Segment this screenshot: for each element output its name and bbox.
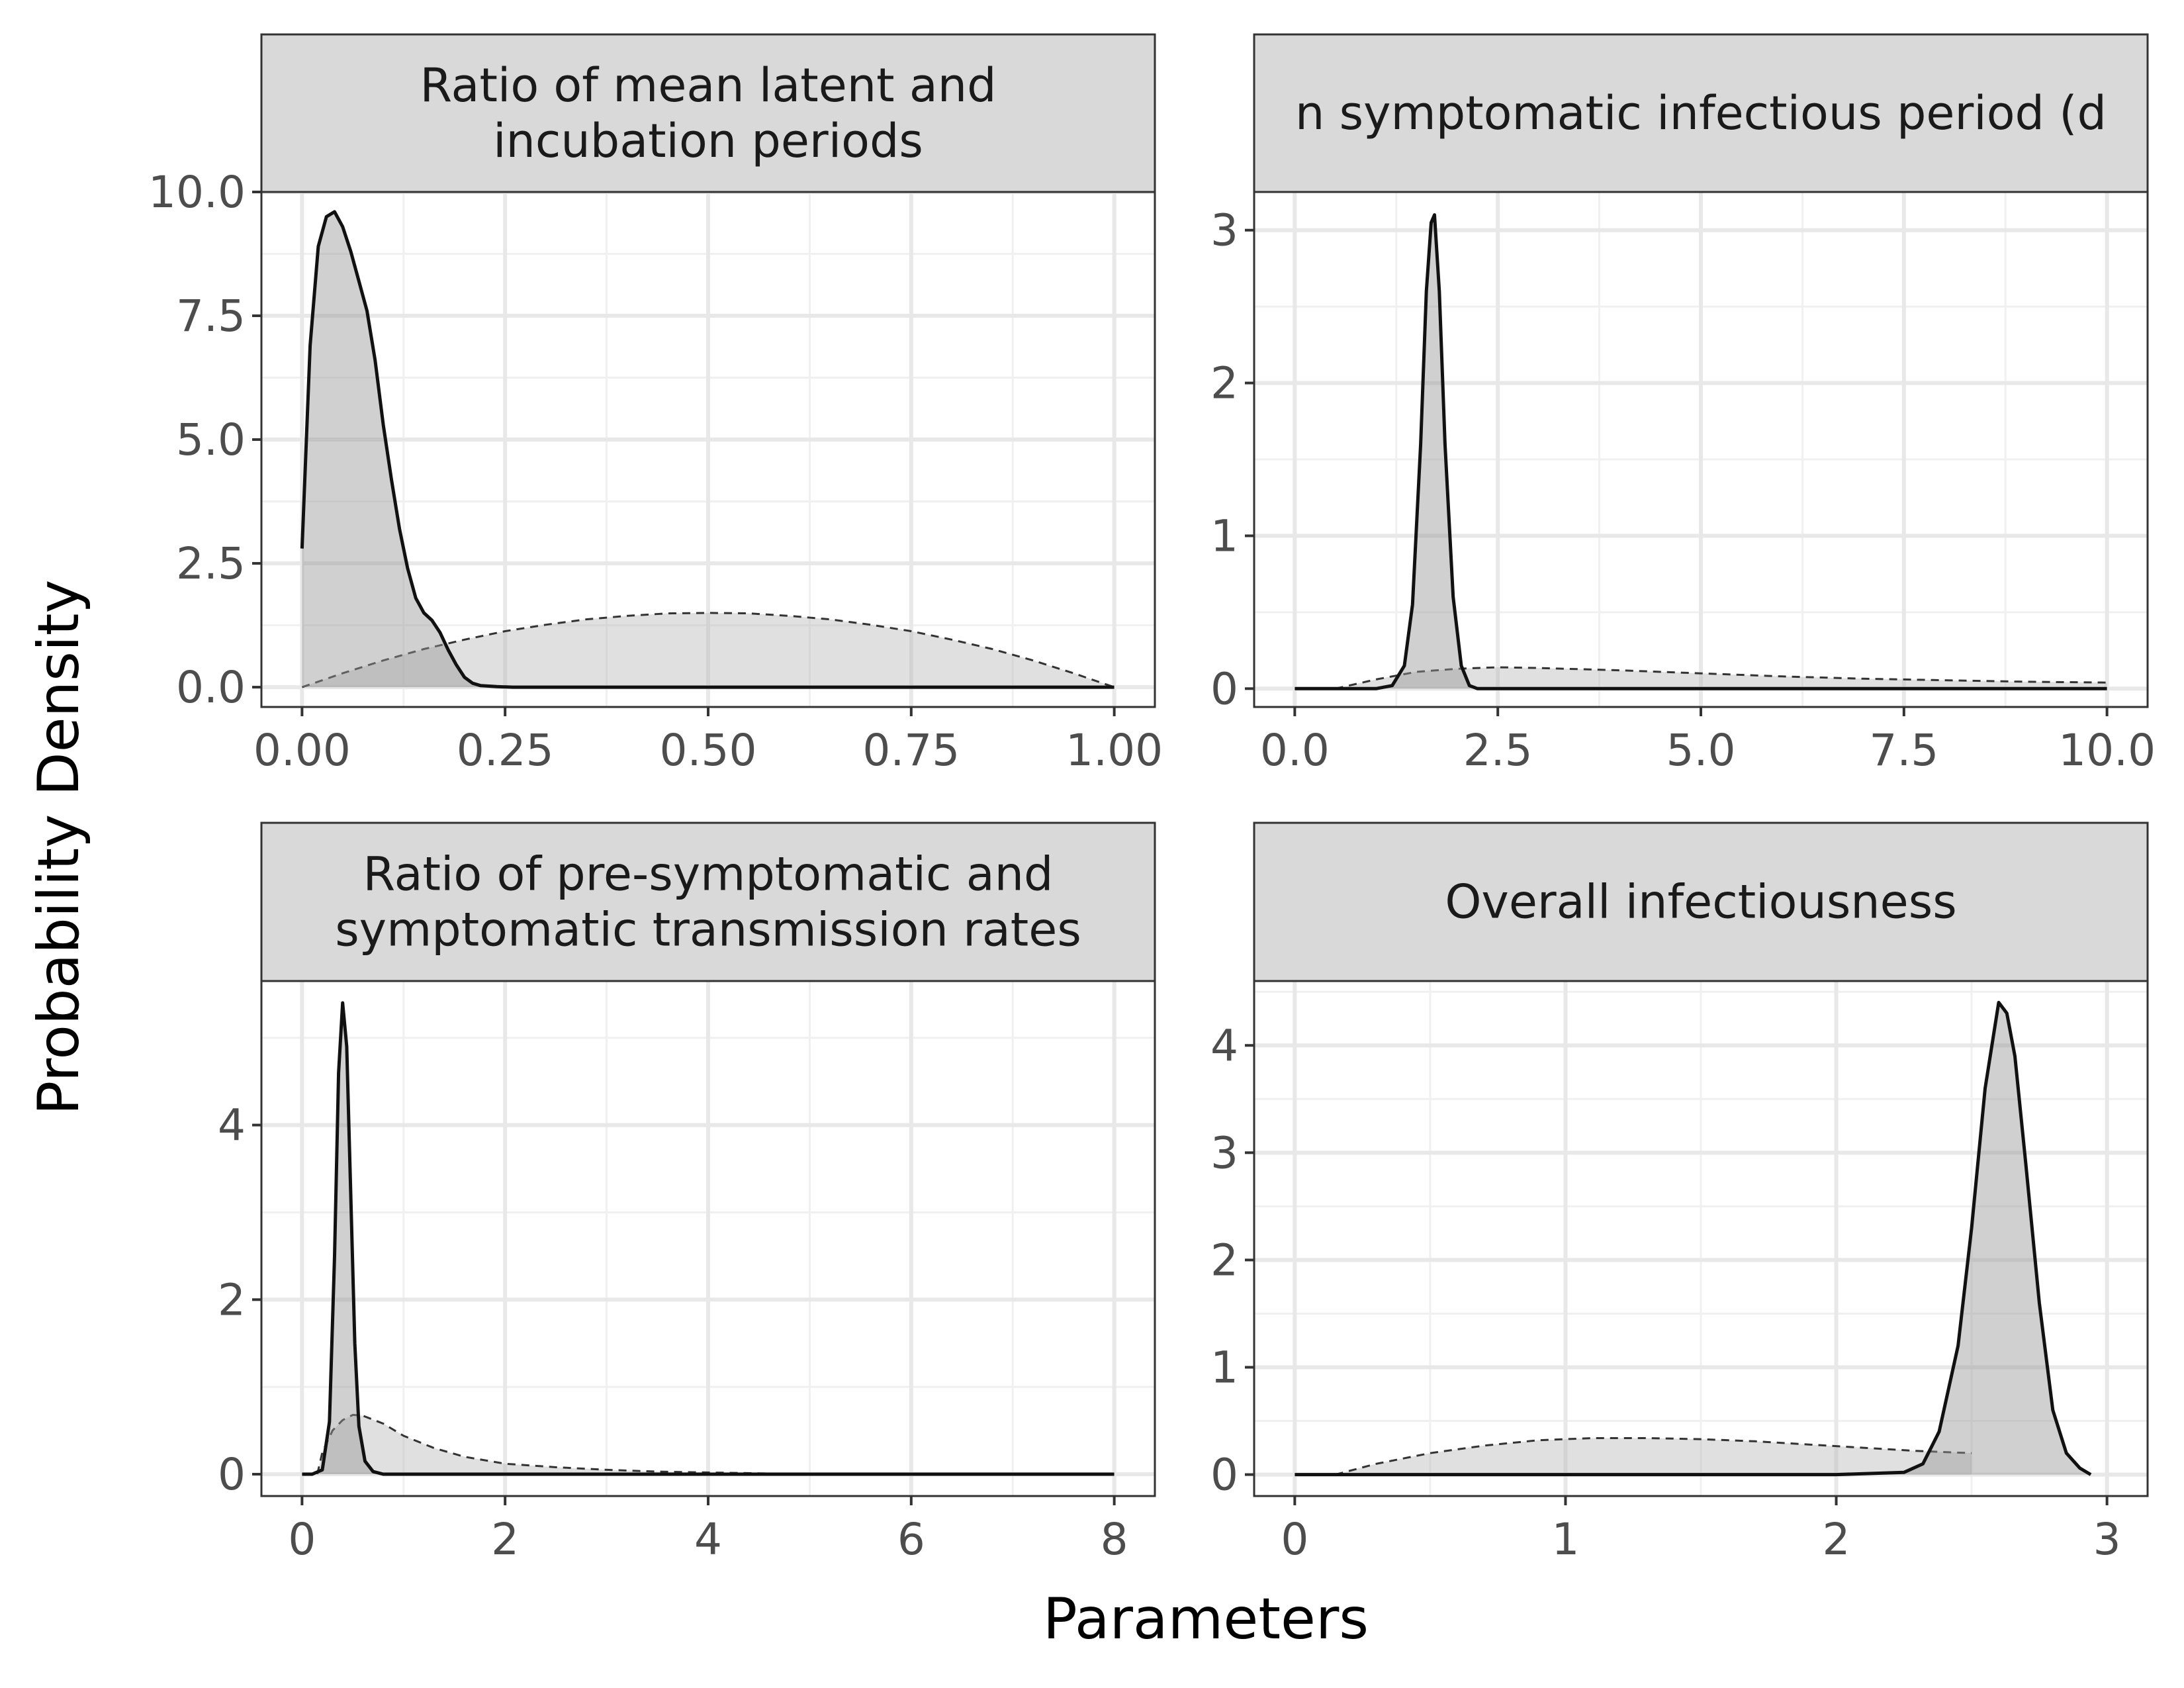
- x-axis-title: Parameters: [1043, 1586, 1369, 1652]
- x-tick-label: 4: [694, 1514, 722, 1565]
- grid: [261, 981, 1155, 1496]
- x-tick-label: 0.75: [862, 725, 960, 776]
- x-tick-label: 0.0: [1260, 725, 1330, 776]
- x-tick-label: 0.25: [457, 725, 554, 776]
- y-tick-label: 1: [1210, 510, 1238, 561]
- prior-density-area: [317, 1415, 810, 1474]
- x-tick-label: 2: [491, 1514, 519, 1565]
- strip-background: [260, 33, 1156, 193]
- strip-title-line: symptomatic transmission rates: [335, 903, 1081, 957]
- x-tick-label: 0: [288, 1514, 316, 1565]
- y-tick-label: 2: [1210, 358, 1238, 409]
- posterior-density-area: [1295, 1002, 2091, 1475]
- strip-title-line: n symptomatic infectious period (d: [1295, 86, 2107, 140]
- prior-density-line: [301, 612, 1115, 688]
- posterior-density-line: [300, 210, 1115, 689]
- posterior-density-line: [1295, 213, 2107, 690]
- y-tick-label: 2: [1210, 1235, 1238, 1286]
- panel-bottom-left: Ratio of pre-symptomatic andsymptomatic …: [218, 821, 1156, 1565]
- x-tick-label: 2: [1823, 1514, 1850, 1565]
- prior-density-line: [1335, 1437, 1972, 1476]
- y-tick-label: 5.0: [176, 414, 246, 465]
- prior-density-area: [1335, 1438, 1972, 1475]
- panel-top-right: n symptomatic infectious period (d 0.0 2.5…: [1210, 33, 2156, 776]
- x-tick-label: 1: [1551, 1514, 1579, 1565]
- strip-title-line: incubation periods: [493, 114, 923, 168]
- panel-border: [1253, 980, 2149, 1497]
- x-tick-label: 2.5: [1463, 725, 1533, 776]
- strip-title-line: Ratio of pre-symptomatic and: [363, 847, 1054, 902]
- y-tick-label: 4: [218, 1100, 246, 1151]
- y-tick-label: 2.5: [176, 538, 246, 589]
- y-tick-label: 0: [1210, 1450, 1238, 1501]
- x-tick-label: 0: [1281, 1514, 1308, 1565]
- prior-density-line: [316, 1413, 810, 1476]
- y-tick-label: 0.0: [176, 662, 246, 713]
- x-tick-label: 8: [1101, 1514, 1128, 1565]
- x-tick-label: 6: [897, 1514, 925, 1565]
- strip-background: [1253, 33, 2149, 193]
- y-tick-label: 1: [1210, 1342, 1238, 1393]
- y-tick-label: 3: [1210, 1127, 1238, 1178]
- strip-title-line: Ratio of mean latent and: [420, 58, 996, 113]
- y-tick-label: 0: [1210, 663, 1238, 714]
- x-tick-label: 5.0: [1666, 725, 1736, 776]
- y-tick-label: 3: [1210, 205, 1238, 256]
- y-tick-label: 0: [218, 1449, 246, 1500]
- strip-background: [1253, 821, 2149, 982]
- strip-title-line: Overall infectiousness: [1445, 875, 1956, 929]
- y-axis-title: Probability Density: [26, 580, 92, 1115]
- x-tick-label: 3: [2093, 1514, 2121, 1565]
- y-tick-label: 7.5: [176, 291, 246, 342]
- posterior-density-area: [302, 211, 1115, 688]
- x-tick-label: 1.00: [1066, 725, 1163, 776]
- posterior-density-line: [1295, 1000, 2092, 1477]
- x-tick-label: 0.50: [660, 725, 757, 776]
- prior-density-area: [1335, 667, 2107, 689]
- x-tick-label: 0.00: [253, 725, 351, 776]
- posterior-density-line: [302, 1001, 1115, 1476]
- grid: [1254, 192, 2148, 707]
- y-tick-label: 10.0: [148, 167, 246, 218]
- y-tick-label: 4: [1210, 1020, 1238, 1071]
- panel-bottom-right: Overall infectiousness 0 1 2 3 0 1 2 3 4: [1210, 821, 2149, 1565]
- y-tick-label: 2: [218, 1274, 246, 1325]
- grid: [1254, 981, 2148, 1496]
- x-tick-label: 7.5: [1869, 725, 1938, 776]
- x-tick-label: 10.0: [2058, 725, 2156, 776]
